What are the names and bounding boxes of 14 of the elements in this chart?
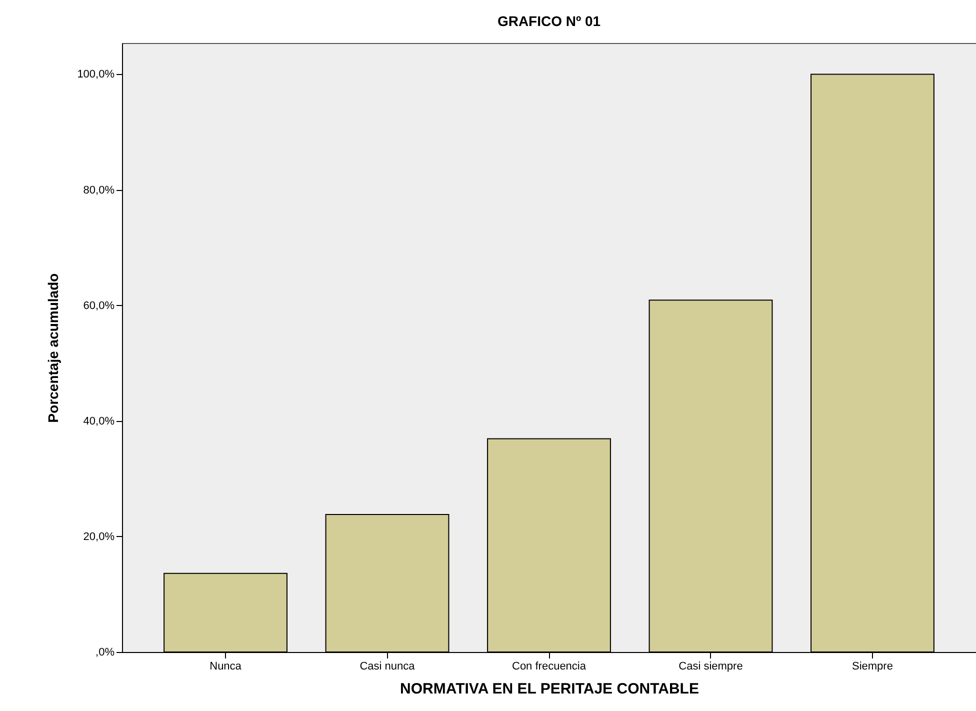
x-tick-label: Casi nunca <box>360 660 416 672</box>
y-tick-label: 40,0% <box>83 415 115 428</box>
x-tick-label: Siempre <box>852 660 893 672</box>
y-tick-label: 100,0% <box>77 68 115 81</box>
x-tick-label: Casi siempre <box>678 660 743 672</box>
x-tick-label: Nunca <box>210 660 242 672</box>
y-tick-label: ,0% <box>96 646 115 658</box>
y-tick-label: 60,0% <box>83 300 115 312</box>
chart-title: GRAFICO Nº 01 <box>497 13 601 29</box>
y-axis-title: Porcentaje acumulado <box>45 273 62 423</box>
x-axis-title: NORMATIVA EN EL PERITAJE CONTABLE <box>400 680 699 698</box>
y-tick-label: 20,0% <box>83 530 115 543</box>
x-tick-label: Con frecuencia <box>512 660 587 672</box>
y-tick-label: 80,0% <box>83 184 115 196</box>
